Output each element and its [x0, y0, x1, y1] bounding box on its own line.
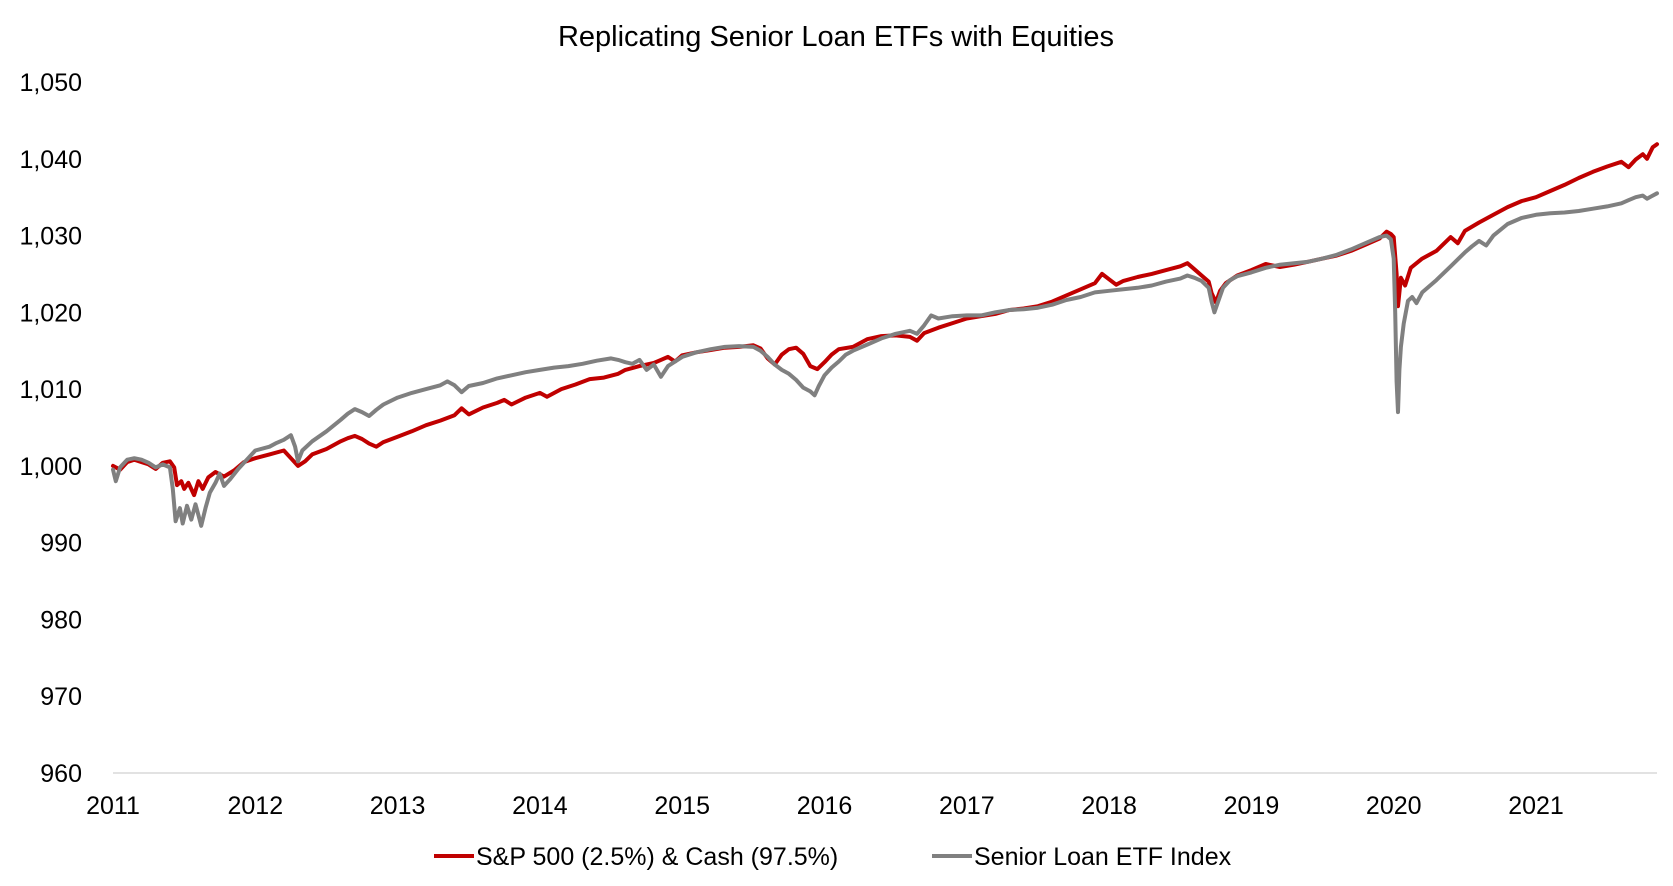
y-tick-label: 1,050 [19, 69, 82, 97]
y-tick-label: 990 [40, 530, 82, 558]
series-line-sp500-cash [111, 142, 1659, 498]
legend-label-senior-loan: Senior Loan ETF Index [974, 843, 1232, 871]
series-lines [111, 142, 1659, 528]
legend: S&P 500 (2.5%) & Cash (97.5%) Senior Loa… [434, 843, 1232, 871]
x-tick-label: 2021 [1508, 792, 1564, 820]
legend-label-sp500-cash: S&P 500 (2.5%) & Cash (97.5%) [476, 843, 838, 871]
x-tick-label: 2013 [370, 792, 426, 820]
x-tick-label: 2018 [1081, 792, 1137, 820]
y-tick-label: 1,030 [19, 223, 82, 251]
x-tick-label: 2015 [654, 792, 710, 820]
y-tick-label: 970 [40, 683, 82, 711]
y-tick-label: 960 [40, 760, 82, 788]
x-tick-label: 2020 [1366, 792, 1422, 820]
y-tick-label: 1,040 [19, 146, 82, 174]
legend-item-senior-loan: Senior Loan ETF Index [932, 843, 1232, 871]
x-tick-label: 2016 [797, 792, 853, 820]
x-tick-label: 2011 [86, 792, 140, 820]
y-tick-label: 1,020 [19, 299, 82, 327]
x-axis-tick-labels: 2011 2012 2013 2014 2015 2016 2017 2018 2019 2020… [86, 792, 1564, 820]
x-tick-label: 2014 [512, 792, 568, 820]
x-tick-label: 2019 [1224, 792, 1280, 820]
y-axis-tick-labels: 960 970 980 990 1,000 1,010 1,020 1,030 1,040 1,0… [19, 69, 82, 788]
chart-title: Replicating Senior Loan ETFs with Equiti… [558, 21, 1114, 53]
series-line-senior-loan [111, 191, 1659, 528]
y-tick-label: 1,000 [19, 453, 82, 481]
legend-item-sp500-cash: S&P 500 (2.5%) & Cash (97.5%) [434, 843, 838, 871]
x-tick-label: 2012 [227, 792, 283, 820]
x-tick-label: 2017 [939, 792, 995, 820]
y-tick-label: 980 [40, 606, 82, 634]
y-tick-label: 1,010 [19, 376, 82, 404]
